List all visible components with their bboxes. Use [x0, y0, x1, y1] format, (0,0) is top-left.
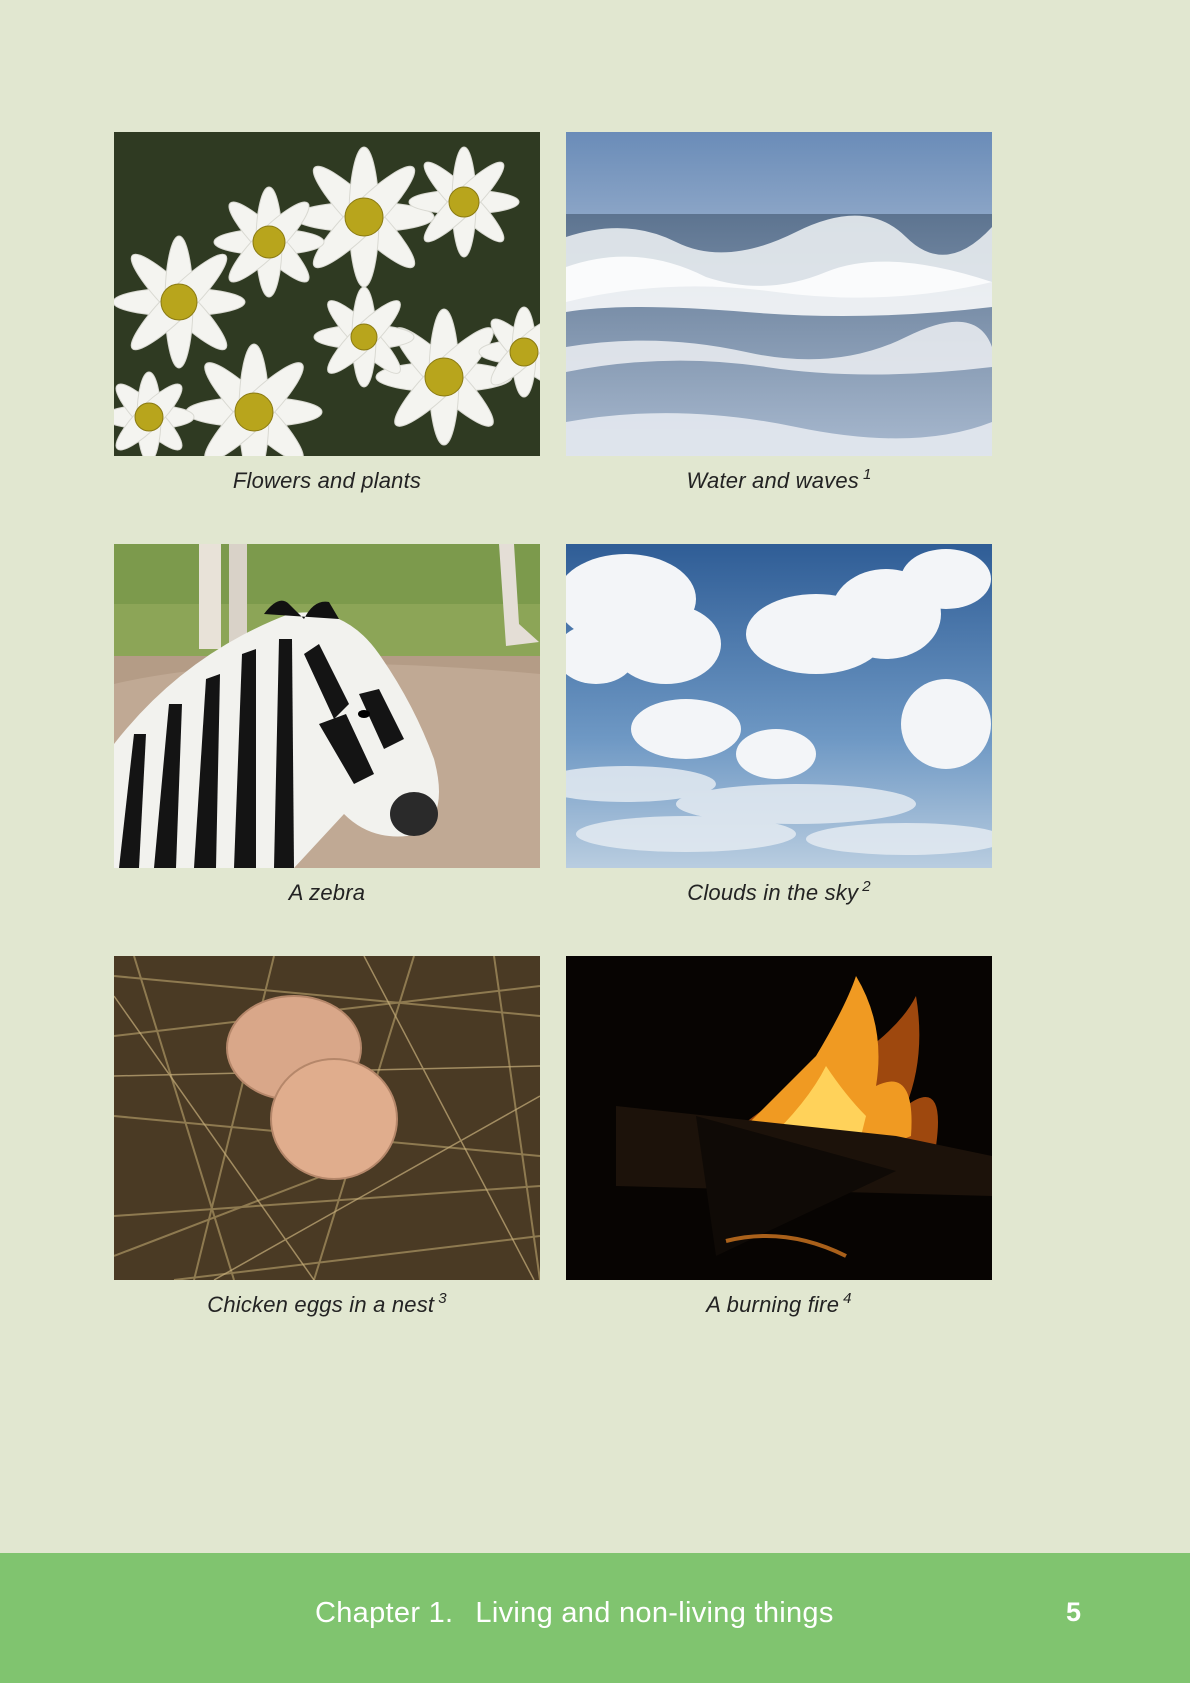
figure-caption: Clouds in the sky 2: [687, 878, 871, 905]
page-number: 5: [1066, 1597, 1082, 1627]
zebra-photo: [114, 544, 540, 868]
figure-caption: Flowers and plants: [232, 468, 422, 493]
footnote-marker: 2: [862, 878, 871, 895]
footnote-marker: 4: [843, 1290, 852, 1307]
chapter-heading: Chapter 1. Living and non-living things: [315, 1597, 834, 1630]
daisies-photo: [114, 132, 540, 456]
figure-caption: Water and waves 1: [686, 466, 872, 493]
chapter-label: Chapter 1.: [315, 1597, 454, 1629]
figure-caption: A zebra: [288, 880, 366, 905]
clouds-photo: [566, 544, 992, 868]
eggs-nest-photo: [114, 956, 540, 1280]
ocean-waves-photo: [566, 132, 992, 456]
footnote-marker: 3: [438, 1290, 447, 1307]
footnote-marker: 1: [863, 466, 872, 483]
figure-caption: Chicken eggs in a nest 3: [207, 1290, 447, 1317]
chapter-title: Living and non-living things: [475, 1597, 834, 1629]
page-footer: Chapter 1. Living and non-living things 5: [0, 1553, 1190, 1683]
figure-caption: A burning fire 4: [706, 1290, 852, 1317]
fire-photo: [566, 956, 992, 1280]
